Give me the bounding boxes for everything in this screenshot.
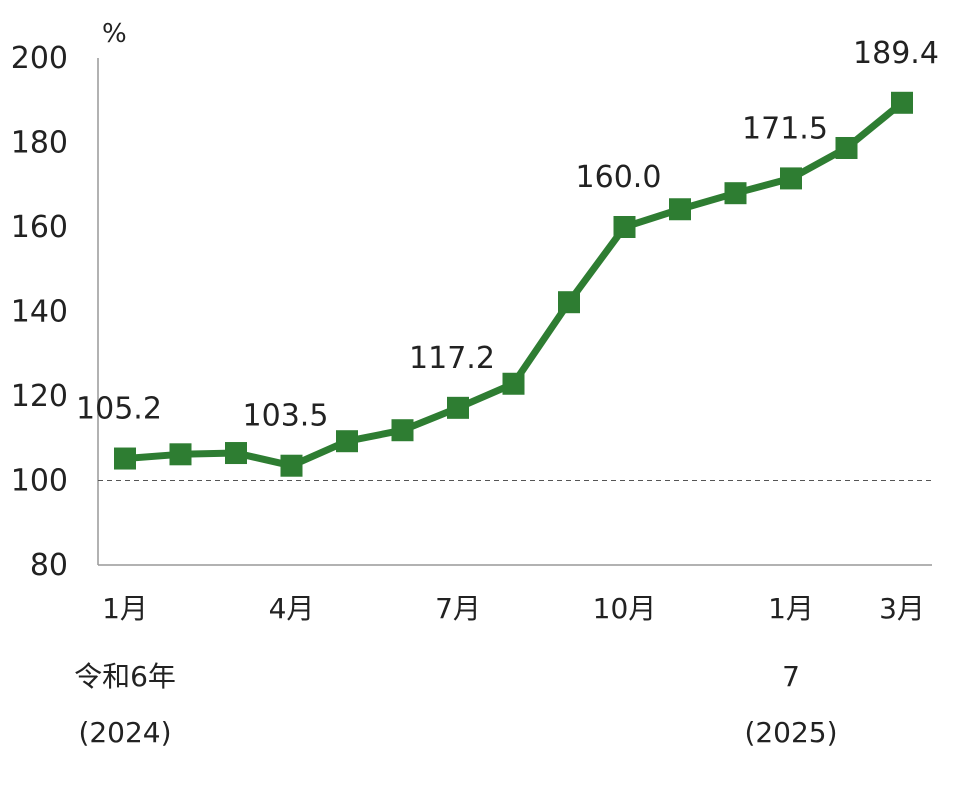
data-point-marker (724, 182, 747, 205)
data-point-marker (114, 447, 136, 470)
x-tick-month: 1月 (768, 592, 814, 625)
y-tick-label: 100 (11, 464, 68, 499)
y-tick-label: 120 (11, 379, 68, 414)
x-tick-month: 1月 (102, 592, 148, 625)
data-point-marker (280, 454, 303, 477)
x-tick-month: 4月 (269, 592, 315, 625)
data-point-marker (447, 396, 469, 419)
data-label: 171.5 (742, 111, 828, 146)
y-tick-label: 160 (11, 210, 68, 245)
x-tick-era: 令和6年 (74, 660, 176, 693)
x-tick-month: 7月 (435, 592, 481, 625)
y-tick-labels: 80 100 120 140 160 180 200 (11, 41, 68, 583)
data-point-marker (780, 167, 802, 190)
data-label: 117.2 (409, 341, 495, 376)
series-markers (114, 91, 913, 477)
x-tick-year: (2024) (78, 716, 171, 749)
x-tick-era: 7 (782, 660, 800, 693)
series-line (124, 100, 905, 470)
data-label: 105.2 (76, 392, 162, 427)
data-label: 103.5 (243, 399, 329, 434)
y-axis-unit: % (102, 19, 127, 49)
data-point-marker (502, 372, 525, 395)
y-tick-label: 200 (11, 41, 68, 76)
y-tick-label: 80 (30, 548, 68, 583)
data-point-marker (336, 430, 358, 453)
data-point-marker (669, 198, 691, 221)
data-label: 189.4 (853, 36, 939, 71)
data-point-marker (169, 443, 192, 466)
data-point-marker (225, 442, 247, 465)
data-labels: 105.2 103.5 117.2 160.0 171.5 189.4 (76, 36, 939, 434)
data-point-marker (558, 291, 580, 314)
y-tick-label: 140 (11, 295, 68, 330)
data-point-marker (891, 91, 913, 114)
x-tick-month: 3月 (879, 592, 925, 625)
data-point-marker (391, 419, 414, 442)
x-tick-year: (2025) (744, 716, 837, 749)
y-tick-label: 180 (11, 126, 68, 161)
data-point-marker (613, 216, 636, 238)
data-label: 160.0 (576, 160, 662, 195)
x-tick-month: 10月 (593, 592, 657, 625)
data-point-marker (835, 136, 858, 159)
